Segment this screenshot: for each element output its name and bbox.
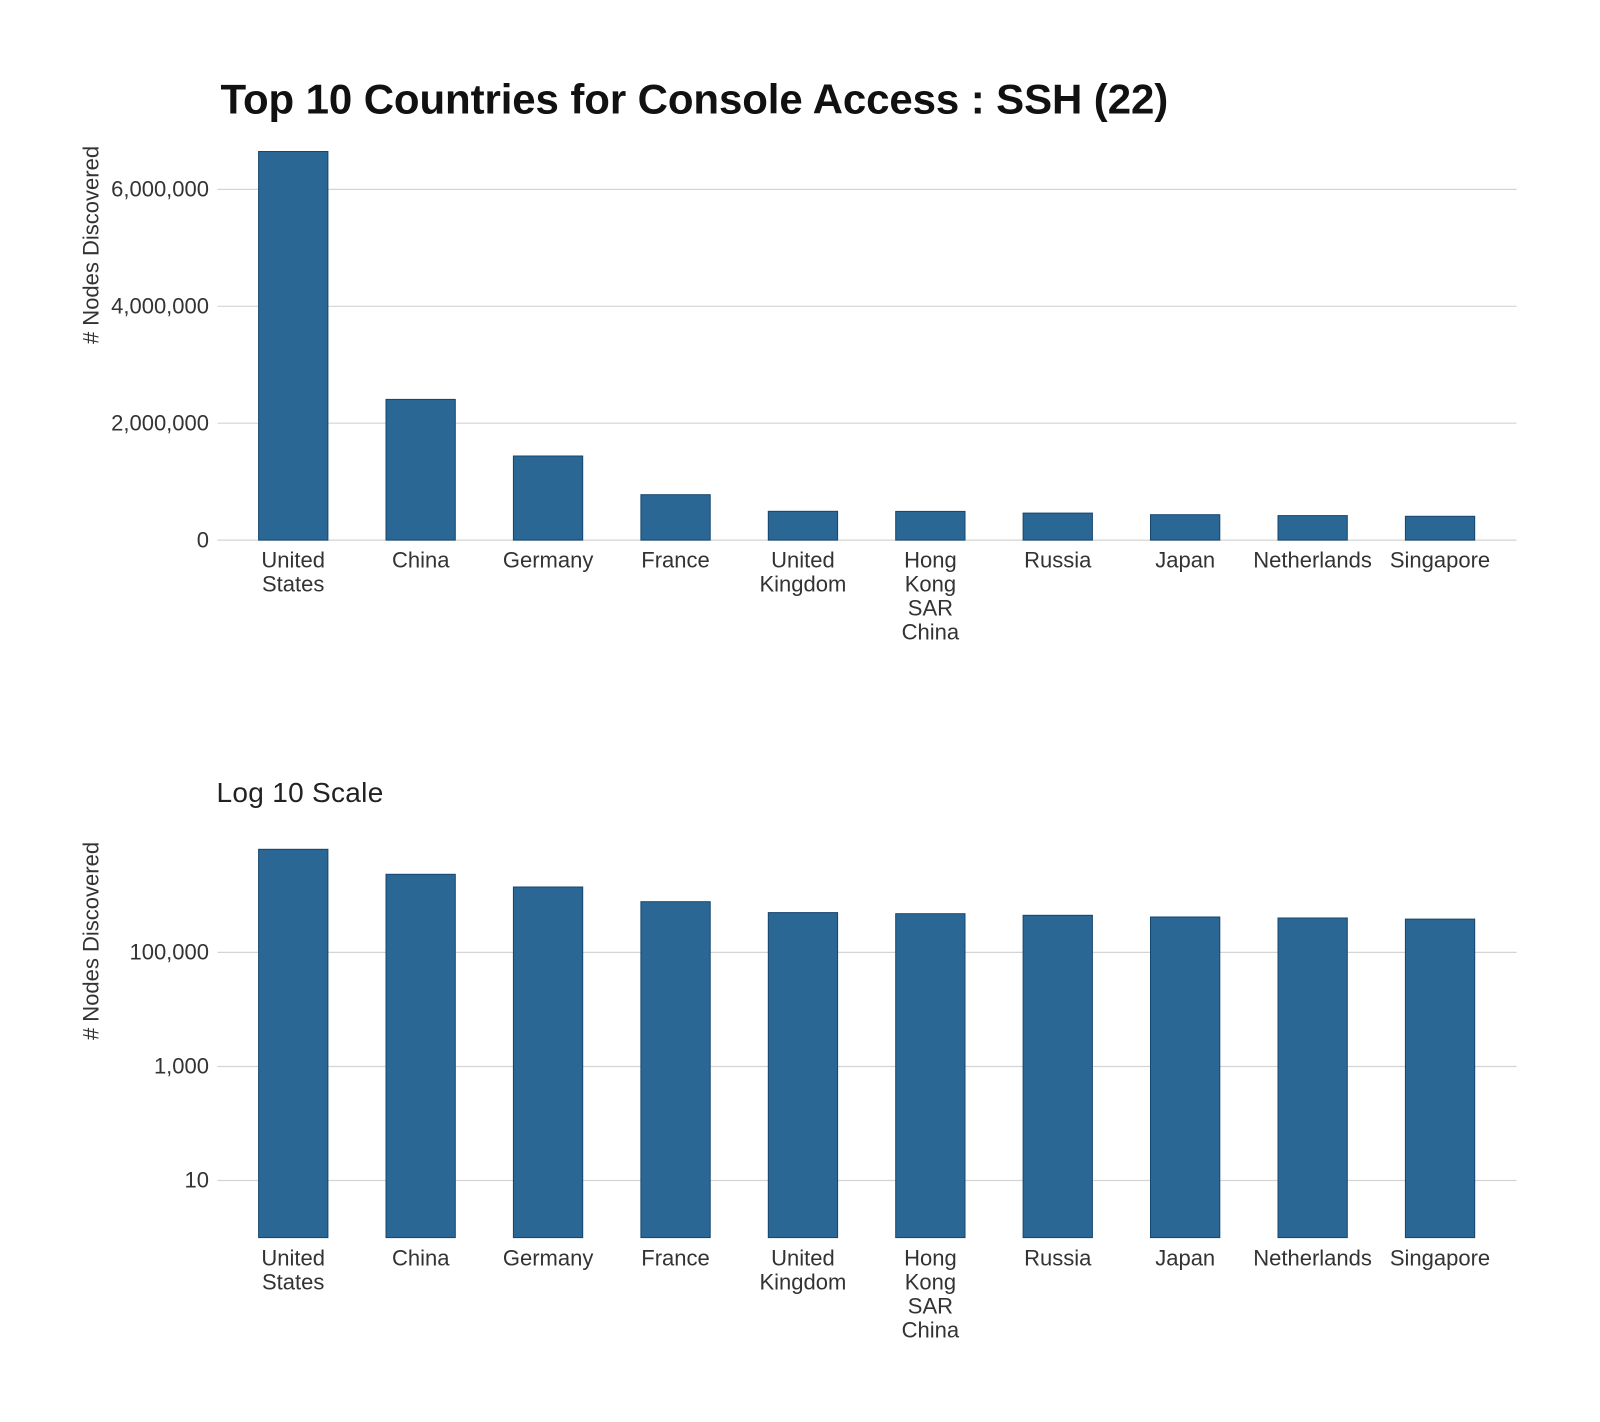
svg-text:Russia: Russia [1024,1246,1092,1271]
svg-text:SAR: SAR [908,596,953,621]
svg-text:United: United [771,548,835,573]
svg-text:Hong: Hong [904,1246,957,1271]
svg-text:Kong: Kong [905,572,956,597]
svg-text:Russia: Russia [1024,548,1092,573]
svg-text:France: France [641,1246,709,1271]
svg-text:Japan: Japan [1155,548,1215,573]
svg-text:4,000,000: 4,000,000 [111,294,209,319]
svg-text:Netherlands: Netherlands [1253,548,1372,573]
svg-text:Top 10 Countries for Console A: Top 10 Countries for Console Access : SS… [221,76,1169,123]
svg-text:SAR: SAR [908,1294,953,1319]
svg-text:6,000,000: 6,000,000 [111,177,209,202]
svg-text:France: France [641,548,709,573]
svg-text:Kong: Kong [905,1270,956,1295]
svg-text:0: 0 [197,527,209,552]
svg-text:Germany: Germany [503,1246,593,1271]
svg-text:States: States [262,1270,324,1295]
svg-text:United: United [771,1246,835,1271]
svg-text:Hong: Hong [904,548,957,573]
svg-text:China: China [902,1318,960,1343]
svg-text:United: United [261,1246,325,1271]
svg-text:Log 10 Scale: Log 10 Scale [217,777,384,808]
svg-text:China: China [392,1246,450,1271]
svg-text:2,000,000: 2,000,000 [111,410,209,435]
svg-text:States: States [262,572,324,597]
svg-text:Netherlands: Netherlands [1253,1246,1372,1271]
svg-text:United: United [261,548,325,573]
svg-text:100,000: 100,000 [129,940,209,965]
svg-text:Germany: Germany [503,548,593,573]
svg-text:# Nodes Discovered: # Nodes Discovered [79,146,104,344]
svg-text:China: China [902,620,960,645]
svg-text:China: China [392,548,450,573]
svg-text:Kingdom: Kingdom [759,572,846,597]
svg-text:Kingdom: Kingdom [759,1270,846,1295]
svg-text:Singapore: Singapore [1390,1246,1490,1271]
svg-text:# Nodes Discovered: # Nodes Discovered [79,842,104,1040]
svg-text:10: 10 [185,1168,209,1193]
svg-text:Japan: Japan [1155,1246,1215,1271]
svg-text:1,000: 1,000 [154,1054,209,1079]
svg-text:Singapore: Singapore [1390,548,1490,573]
